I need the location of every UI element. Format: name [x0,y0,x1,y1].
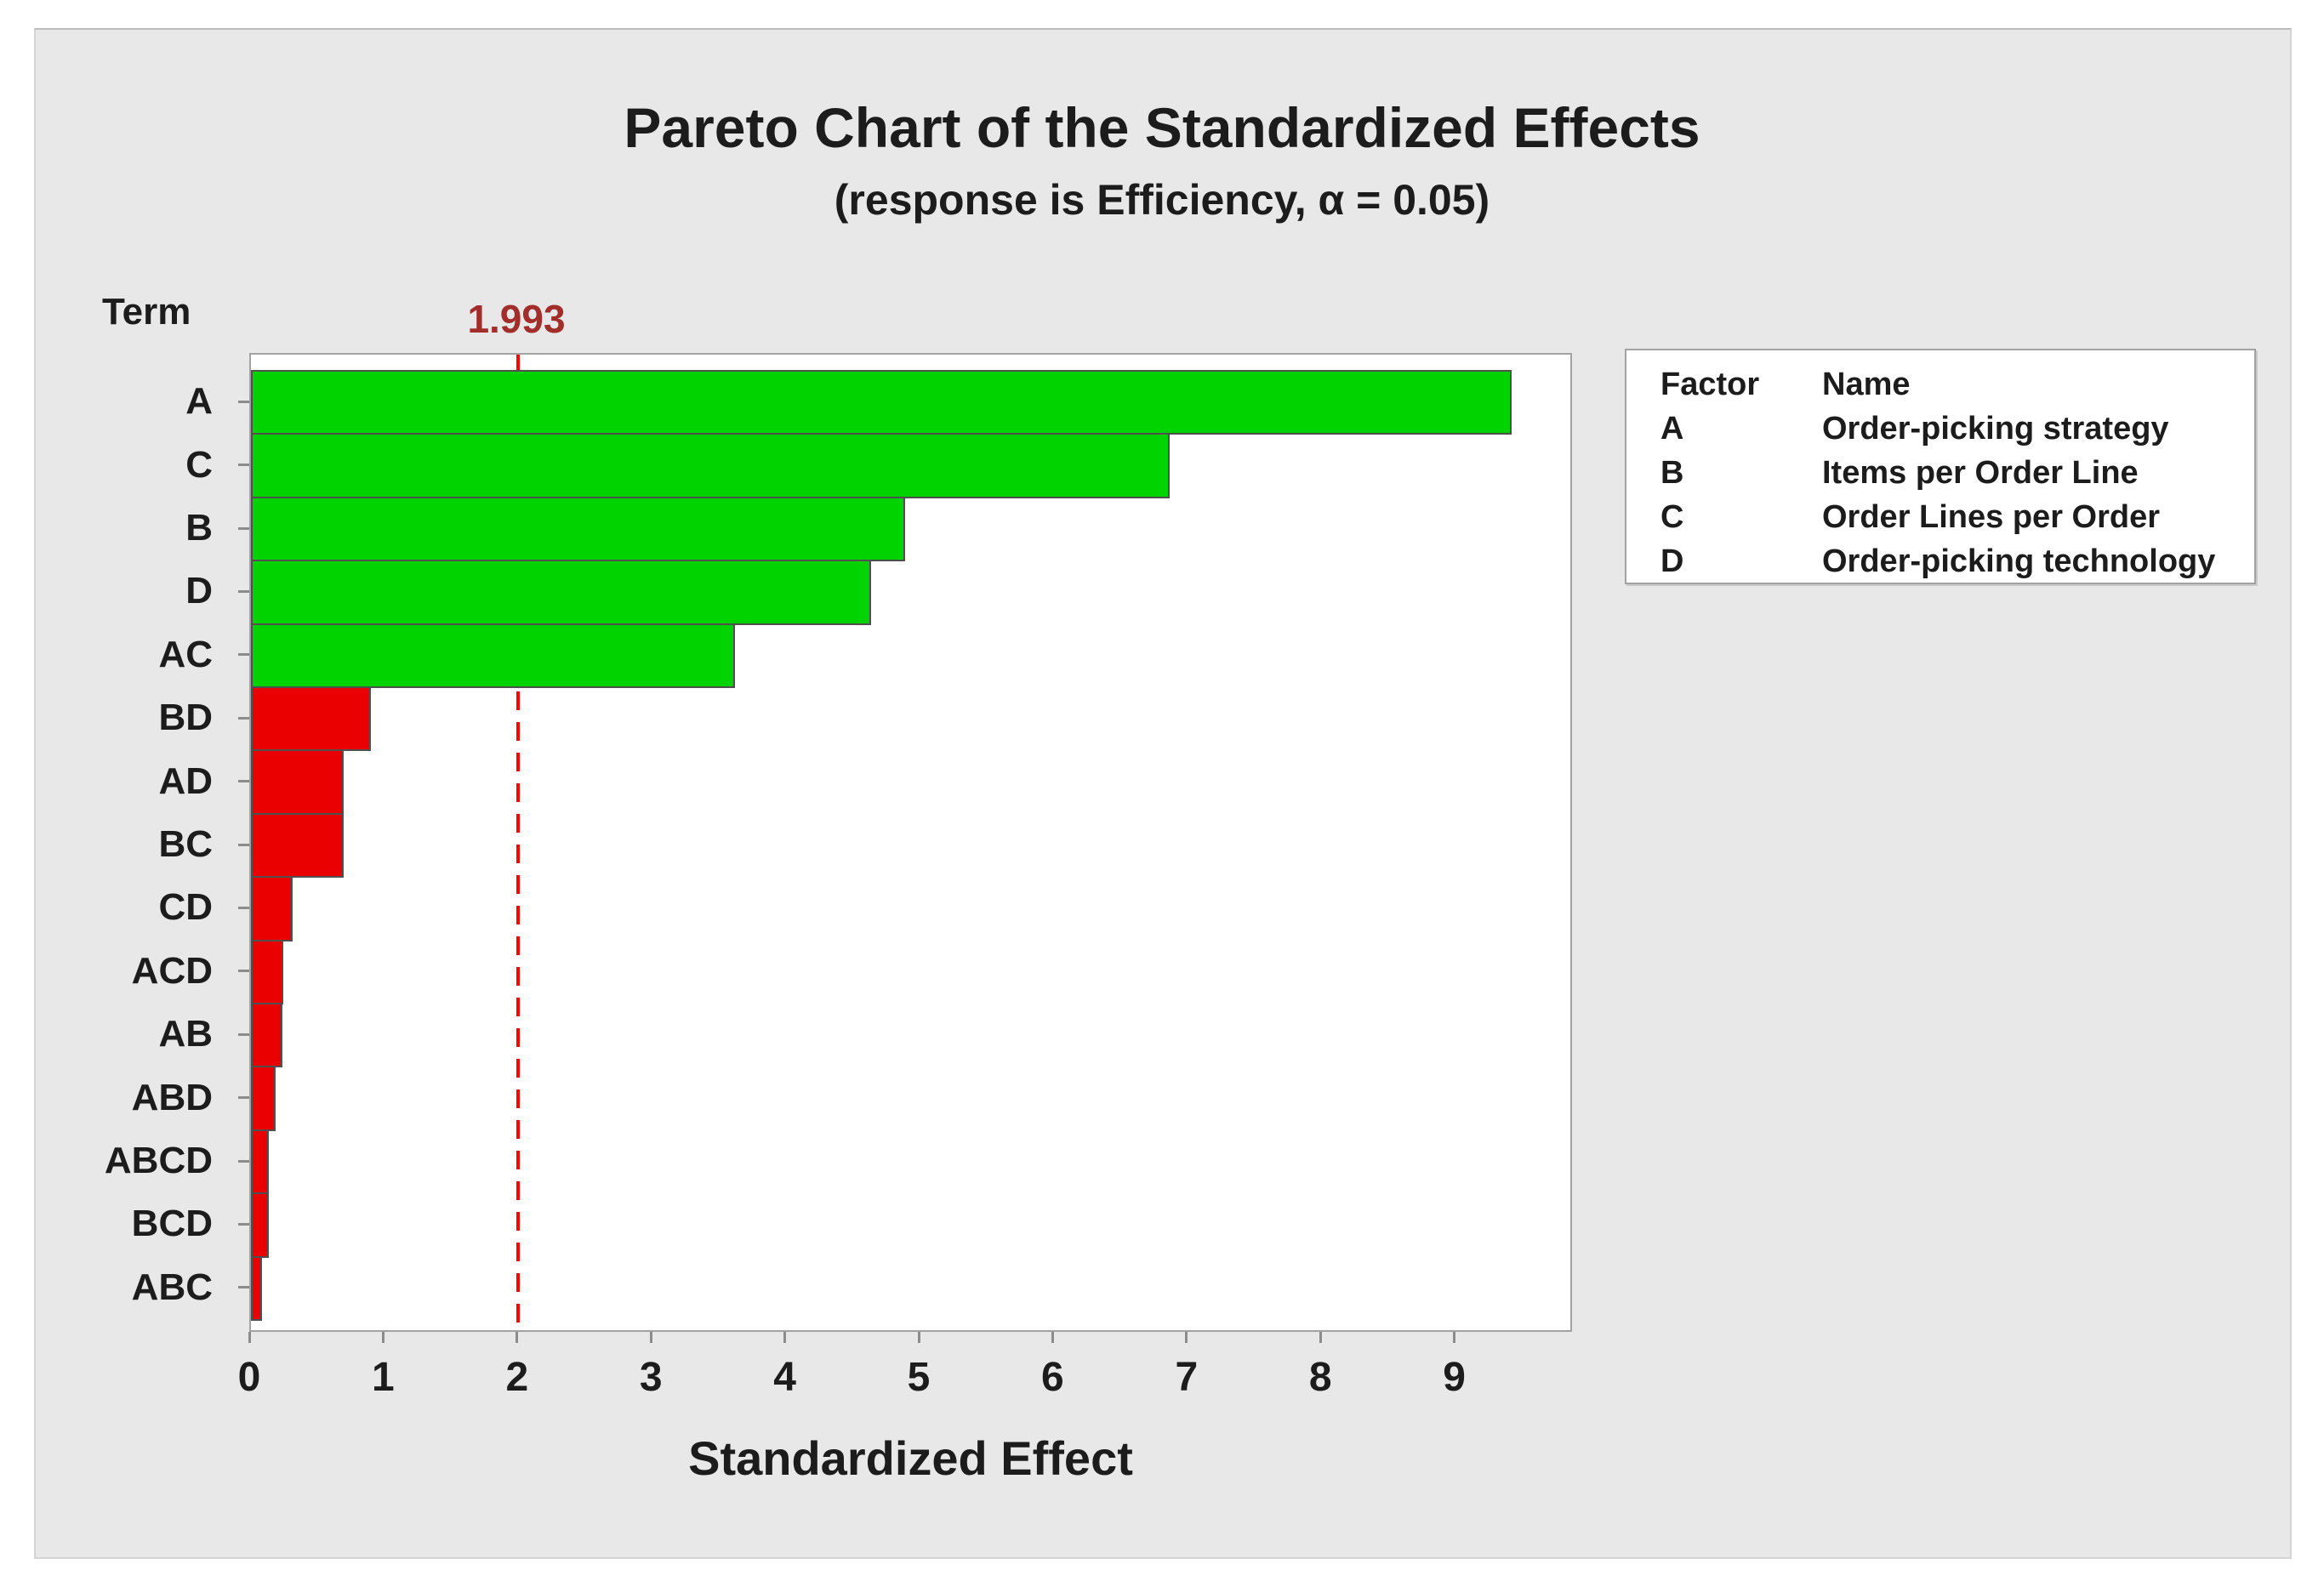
bar-D [251,560,872,625]
x-tick-label-3: 3 [639,1355,663,1400]
term-label-BD: BD [158,697,213,739]
x-tick-5 [917,1332,920,1343]
term-label-BC: BC [158,823,213,865]
legend-row-B: B Items per Order Line [1660,451,2254,495]
legend-factor-name: Items per Order Line [1822,455,2139,491]
x-tick-label-8: 8 [1308,1355,1332,1400]
bar-CD [251,876,293,941]
bar-ABD [251,1066,276,1131]
plot-area [249,353,1572,1332]
legend-factor-name: Order Lines per Order [1822,499,2161,535]
bar-BC [251,812,345,879]
term-label-AB: AB [158,1013,213,1055]
y-tick-ACD [238,970,249,973]
x-tick-0 [248,1332,251,1343]
term-label-ABC: ABC [131,1266,213,1308]
bar-ABC [251,1255,263,1321]
y-tick-BD [238,716,249,720]
term-label-B: B [185,507,213,549]
x-tick-label-2: 2 [505,1355,529,1400]
term-label-ABD: ABD [131,1076,213,1118]
legend-row-A: A Order-picking strategy [1660,407,2254,451]
x-tick-2 [515,1332,519,1343]
y-tick-ABCD [238,1159,249,1163]
bar-C [251,433,1171,498]
y-tick-AC [238,653,249,657]
legend-header-factor: Factor [1660,367,1760,402]
x-tick-label-4: 4 [773,1355,796,1400]
y-tick-CD [238,906,249,909]
x-tick-label-1: 1 [372,1355,395,1400]
legend-factor-name: Order-picking strategy [1822,411,2169,447]
legend-header-name: Name [1822,367,1911,402]
bar-ACD [251,939,284,1004]
bar-BD [251,686,371,752]
x-axis-title: Standardized Effect [688,1431,1133,1485]
y-tick-ABD [238,1096,249,1100]
term-label-BCD: BCD [131,1203,213,1245]
x-tick-label-7: 7 [1175,1355,1199,1400]
reference-line-label: 1.993 [467,297,566,341]
term-label-C: C [185,443,213,486]
y-tick-A [238,400,249,403]
legend-row-C: C Order Lines per Order [1660,495,2254,539]
x-tick-label-9: 9 [1443,1355,1466,1400]
term-label-CD: CD [158,886,213,929]
bar-AB [251,1003,282,1068]
term-label-ACD: ACD [131,949,213,992]
bar-BCD [251,1192,269,1258]
bar-A [251,370,1512,435]
term-label-A: A [185,380,213,423]
y-tick-D [238,589,249,593]
legend-factor: A [1660,411,1684,447]
legend-factor-name: Order-picking technology [1822,543,2216,579]
y-tick-AD [238,780,249,783]
legend-factor: D [1660,543,1684,579]
legend-header-row: Factor Name [1660,362,2254,407]
x-tick-label-6: 6 [1041,1355,1064,1400]
x-tick-8 [1319,1332,1322,1343]
y-tick-B [238,526,249,530]
y-tick-ABC [238,1286,249,1289]
y-tick-BCD [238,1222,249,1226]
legend-row-D: D Order-picking technology [1660,539,2254,583]
legend-factor: B [1660,455,1684,491]
x-tick-7 [1185,1332,1188,1343]
term-label-D: D [185,570,213,612]
y-tick-AB [238,1032,249,1036]
term-label-ABCD: ABCD [104,1140,213,1181]
x-tick-9 [1453,1332,1456,1343]
factor-legend: Factor Name A Order-picking strategy B Item… [1625,349,2256,584]
reference-line [516,355,520,1330]
bar-ABCD [251,1129,269,1195]
x-tick-6 [1051,1332,1054,1343]
x-tick-1 [381,1332,384,1343]
x-tick-4 [783,1332,787,1343]
bar-AC [251,623,735,688]
term-label-AC: AC [158,633,213,675]
x-tick-label-0: 0 [237,1355,261,1400]
term-label-AD: AD [158,759,213,802]
x-tick-3 [649,1332,652,1343]
bar-B [251,496,905,562]
x-tick-label-5: 5 [907,1355,931,1400]
chart-title: Pareto Chart of the Standardized Effects [624,96,1700,159]
legend-factor: C [1660,499,1684,535]
y-axis-header: Term [102,291,191,333]
bar-AD [251,749,345,815]
chart-subtitle: (response is Efficiency, α = 0.05) [834,176,1490,224]
y-tick-C [238,464,249,467]
y-tick-BC [238,843,249,846]
